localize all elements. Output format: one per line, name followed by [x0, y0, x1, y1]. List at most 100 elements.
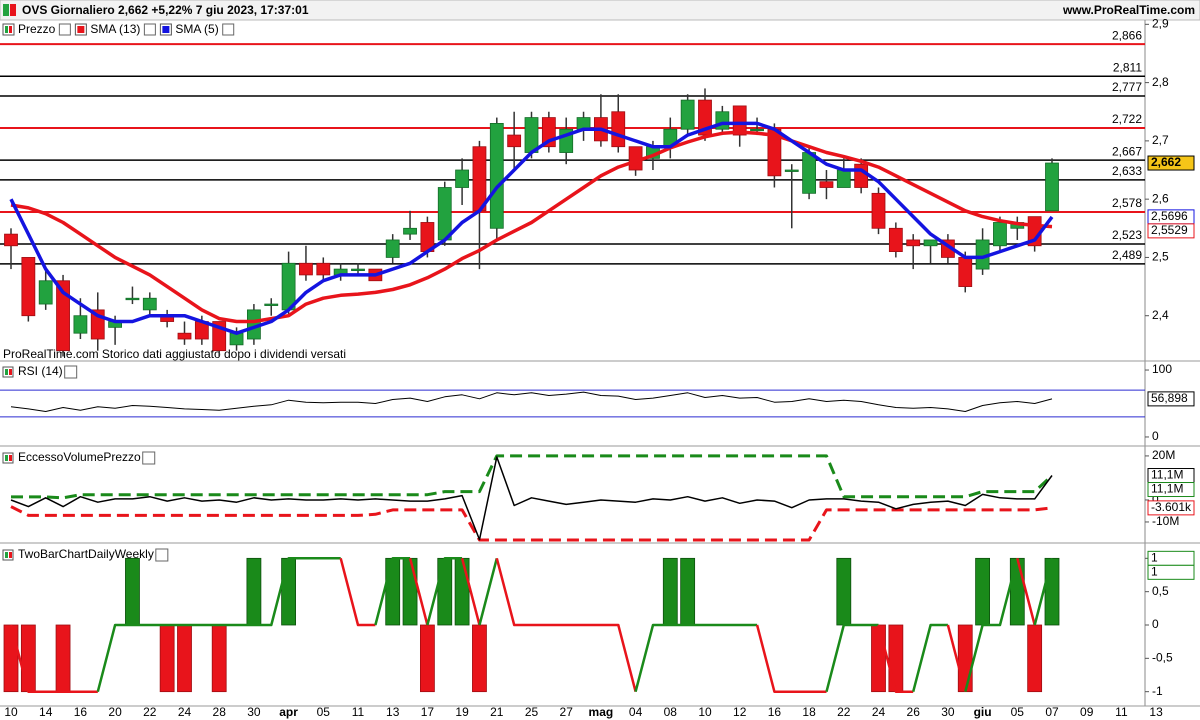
candle-body: [177, 332, 192, 340]
panel-label: TwoBarChartDailyWeekly: [2, 547, 169, 562]
legend: Prezzo SMA (13) SMA (5): [2, 22, 235, 36]
bar: [3, 624, 19, 693]
candle-body: [507, 134, 522, 148]
legend-swatch: [77, 26, 85, 33]
y-tick-label: 2,8: [1152, 75, 1169, 89]
bar: [55, 624, 71, 693]
level-label: 2,722: [1112, 112, 1142, 126]
y-tick-label: 100: [1152, 362, 1172, 376]
value-tag: [1147, 155, 1195, 171]
candle-body: [611, 111, 626, 148]
x-tick-label: 14: [39, 705, 53, 719]
signal-line: [877, 624, 914, 693]
y-tick-label: -0,5: [1152, 651, 1173, 665]
y-tick-label: 2,9: [1152, 17, 1169, 31]
candle-body: [472, 146, 487, 212]
legend-swatch: [5, 26, 8, 33]
legend-label: Prezzo: [18, 22, 56, 36]
x-tick-label: giu: [974, 705, 992, 719]
signal-line: [426, 557, 463, 626]
candle-body: [385, 239, 400, 258]
signal-line: [634, 623, 758, 693]
candle-body: [524, 117, 539, 153]
value-tag-label: 11,1M: [1151, 482, 1183, 496]
signal-line: [911, 623, 948, 693]
x-tick-label: 24: [178, 705, 192, 719]
y-tick-label: 0: [1152, 429, 1159, 443]
value-tag-label: 11,1M: [1151, 468, 1183, 482]
legend-box: [2, 23, 15, 36]
value-tag: [1147, 482, 1195, 498]
legend-label: SMA (5): [175, 22, 218, 36]
x-tick-label: 20: [108, 705, 122, 719]
legend-label: SMA (13): [90, 22, 140, 36]
x-tick-label: 30: [941, 705, 955, 719]
settings-icon[interactable]: [155, 548, 169, 562]
bar: [957, 624, 973, 693]
x-tick-label: 22: [143, 705, 157, 719]
candle-body: [732, 105, 747, 136]
candle-body: [437, 187, 452, 241]
header-bar: [0, 0, 1200, 21]
legend-swatch: [9, 26, 12, 33]
value-tag-label: 56,898: [1151, 391, 1188, 405]
y-tick-label: 0: [1152, 492, 1159, 506]
bar: [419, 624, 435, 693]
legend-swatch: [162, 26, 170, 33]
bar: [20, 624, 36, 693]
y-tick-label: 0: [1152, 617, 1159, 631]
bar: [662, 557, 678, 626]
x-tick-label: 11: [352, 705, 365, 719]
candle-body: [316, 262, 331, 276]
chart-title: OVS Giornaliero 2,662 +5,22% 7 giu 2023,…: [22, 3, 309, 17]
signal-line: [946, 624, 967, 693]
x-tick-label: 19: [455, 705, 469, 719]
candle-body: [784, 169, 799, 172]
x-tick-label: 16: [768, 705, 782, 719]
signal-line: [478, 557, 499, 626]
candle-body: [958, 257, 973, 287]
candle-body: [403, 227, 417, 235]
candle-body: [21, 257, 36, 317]
candle-body: [73, 315, 88, 334]
signal-line: [964, 557, 1019, 693]
settings-icon[interactable]: [58, 23, 71, 36]
candle-body: [56, 280, 70, 352]
x-tick-label: 13: [386, 705, 400, 719]
candle-body: [923, 239, 938, 247]
level-label: 2,523: [1112, 228, 1142, 242]
logo-down: [10, 4, 16, 16]
settings-icon[interactable]: [64, 365, 78, 379]
x-tick-label: 17: [421, 705, 435, 719]
panel-icon: [9, 552, 12, 558]
x-tick-label: 10: [698, 705, 712, 719]
panel-title: RSI (14): [18, 364, 63, 378]
x-tick-label: 12: [733, 705, 747, 719]
bar: [1044, 557, 1060, 626]
panel-icon: [9, 369, 12, 375]
candle-body: [4, 233, 18, 247]
x-tick-label: 30: [247, 705, 261, 719]
x-tick-label: 10: [4, 705, 18, 719]
settings-icon[interactable]: [143, 23, 156, 36]
bar: [177, 624, 192, 693]
candle-body: [819, 181, 834, 188]
candle-body: [750, 128, 764, 132]
y-tick-label: 2,6: [1152, 191, 1169, 205]
candle-body: [125, 297, 140, 301]
panel-title: EccessoVolumePrezzo: [18, 450, 141, 464]
x-tick-label: 04: [629, 705, 643, 719]
signal-line: [460, 557, 481, 626]
y-tick-label: -1: [1152, 684, 1163, 698]
signal-line: [1016, 557, 1036, 626]
candle-body: [993, 222, 1007, 247]
candle-body: [142, 297, 157, 311]
value-tag-label: -3.601k: [1151, 500, 1192, 514]
y-tick-label: 20M: [1152, 448, 1175, 462]
x-tick-label: 21: [490, 705, 504, 719]
x-tick-label: 11: [1115, 705, 1128, 719]
x-tick-label: 25: [525, 705, 539, 719]
settings-icon[interactable]: [142, 451, 156, 465]
y-tick-label: -10M: [1152, 514, 1179, 528]
settings-icon[interactable]: [222, 23, 235, 36]
